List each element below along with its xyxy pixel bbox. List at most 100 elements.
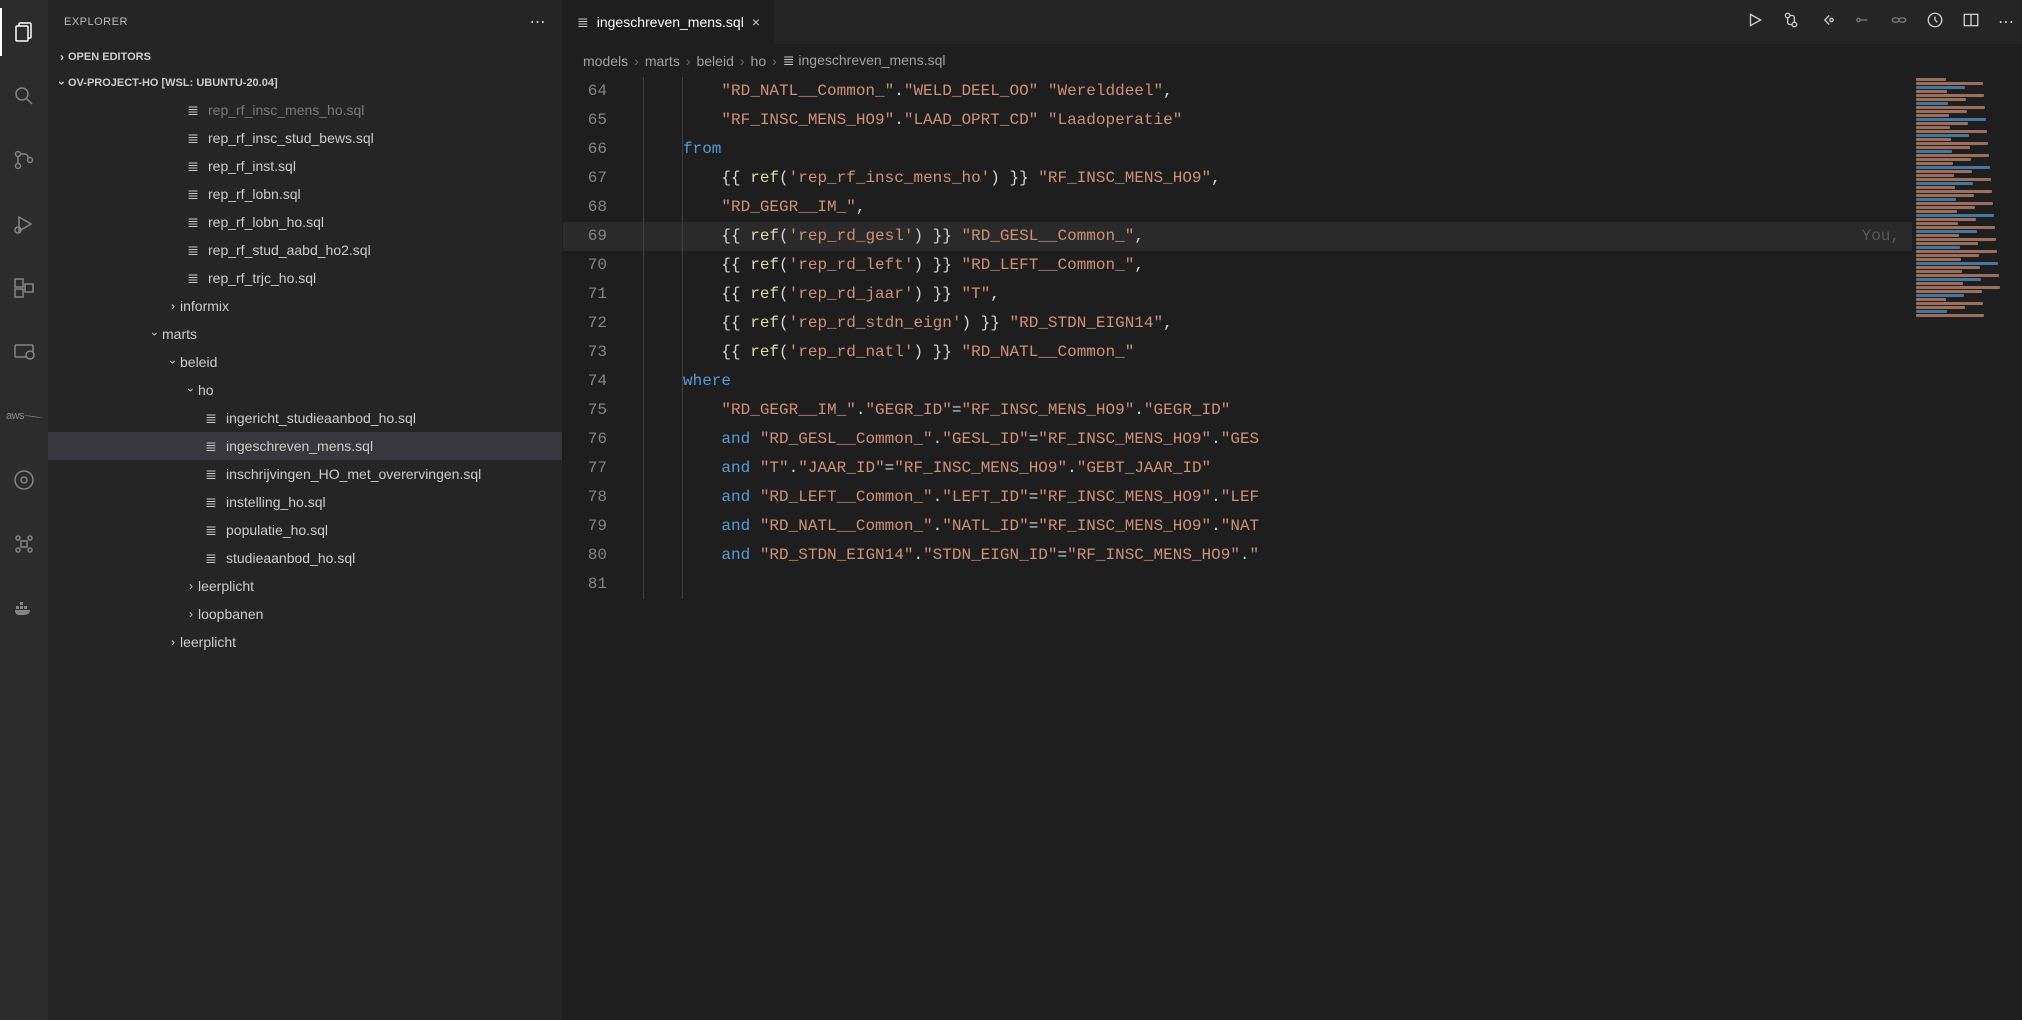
- prev-change-icon[interactable]: [1818, 11, 1836, 34]
- line-number: 77: [563, 454, 633, 483]
- folder-item[interactable]: ›beleid: [48, 348, 562, 376]
- file-item[interactable]: ≣ingericht_studieaanbod_ho.sql: [48, 404, 562, 432]
- more-icon[interactable]: ⋯: [1998, 12, 2014, 32]
- split-icon[interactable]: [1962, 11, 1980, 34]
- explorer-icon[interactable]: [0, 8, 48, 56]
- file-icon: ≣: [184, 270, 202, 287]
- code-line[interactable]: 78 and "RD_LEFT__Common_"."LEFT_ID"="RF_…: [563, 483, 1912, 512]
- sidebar: EXPLORER ⋯ › OPEN EDITORS › OV-PROJECT-H…: [48, 0, 563, 1020]
- line-content: and "RD_GESL__Common_"."GESL_ID"="RF_INS…: [633, 425, 1912, 454]
- search-icon[interactable]: [0, 72, 48, 120]
- file-item[interactable]: ≣rep_rf_lobn.sql: [48, 180, 562, 208]
- code-line[interactable]: 69 {{ ref('rep_rd_gesl') }} "RD_GESL__Co…: [563, 222, 1912, 251]
- code-line[interactable]: 64 "RD_NATL__Common_"."WELD_DEEL_OO" "We…: [563, 77, 1912, 106]
- next-change-icon[interactable]: [1854, 11, 1872, 34]
- minimap-line: [1916, 230, 1977, 233]
- editor-actions: ⋯: [1746, 11, 2014, 34]
- file-item[interactable]: ≣rep_rf_lobn_ho.sql: [48, 208, 562, 236]
- minimap[interactable]: [1912, 77, 2022, 1020]
- minimap-line: [1916, 258, 1961, 261]
- code-editor[interactable]: 64 "RD_NATL__Common_"."WELD_DEEL_OO" "We…: [563, 77, 1912, 1020]
- code-line[interactable]: 73 {{ ref('rep_rd_natl') }} "RD_NATL__Co…: [563, 338, 1912, 367]
- breadcrumb-item[interactable]: beleid: [696, 53, 733, 69]
- minimap-line: [1916, 286, 2000, 289]
- folder-item[interactable]: ›marts: [48, 320, 562, 348]
- file-item[interactable]: ≣studieaanbod_ho.sql: [48, 544, 562, 572]
- tree-item-label: marts: [162, 326, 197, 342]
- code-line[interactable]: 76 and "RD_GESL__Common_"."GESL_ID"="RF_…: [563, 425, 1912, 454]
- code-line[interactable]: 74where: [563, 367, 1912, 396]
- code-line[interactable]: 80 and "RD_STDN_EIGN14"."STDN_EIGN_ID"="…: [563, 541, 1912, 570]
- chevron-right-icon: ›: [166, 635, 180, 649]
- compare-icon[interactable]: [1782, 11, 1800, 34]
- link-icon[interactable]: [1890, 11, 1908, 34]
- tree-item-label: rep_rf_trjc_ho.sql: [208, 270, 316, 286]
- docker-icon[interactable]: [0, 584, 48, 632]
- minimap-line: [1916, 242, 1978, 245]
- file-item[interactable]: ≣rep_rf_insc_mens_ho.sql: [48, 96, 562, 124]
- line-number: 67: [563, 164, 633, 193]
- code-line[interactable]: 65 "RF_INSC_MENS_HO9"."LAAD_OPRT_CD" "La…: [563, 106, 1912, 135]
- open-editors-section[interactable]: › OPEN EDITORS: [48, 44, 562, 70]
- code-line[interactable]: 79 and "RD_NATL__Common_"."NATL_ID"="RF_…: [563, 512, 1912, 541]
- line-content: from: [633, 135, 1912, 164]
- code-line[interactable]: 71 {{ ref('rep_rd_jaar') }} "T",: [563, 280, 1912, 309]
- sidebar-more-icon[interactable]: ⋯: [530, 12, 547, 32]
- minimap-line: [1916, 90, 1947, 93]
- file-item[interactable]: ≣rep_rf_stud_aabd_ho2.sql: [48, 236, 562, 264]
- minimap-line: [1916, 138, 1951, 141]
- folder-item[interactable]: ›leerplicht: [48, 572, 562, 600]
- code-line[interactable]: 70 {{ ref('rep_rd_left') }} "RD_LEFT__Co…: [563, 251, 1912, 280]
- minimap-line: [1916, 162, 1953, 165]
- tree-item-label: rep_rf_lobn.sql: [208, 186, 301, 202]
- file-item[interactable]: ≣populatie_ho.sql: [48, 516, 562, 544]
- line-content: "RD_NATL__Common_"."WELD_DEEL_OO" "Werel…: [633, 77, 1912, 106]
- tab-group: ≣ ingeschreven_mens.sql ×: [563, 0, 775, 44]
- breadcrumb-item[interactable]: ≣ ingeschreven_mens.sql: [783, 52, 946, 69]
- file-item[interactable]: ≣ingeschreven_mens.sql: [48, 432, 562, 460]
- code-line[interactable]: 81: [563, 570, 1912, 599]
- breadcrumb-sep: ›: [686, 53, 691, 69]
- minimap-line: [1916, 158, 1971, 161]
- minimap-line: [1916, 102, 1948, 105]
- tab-active[interactable]: ≣ ingeschreven_mens.sql ×: [563, 0, 775, 44]
- drone-icon[interactable]: [0, 520, 48, 568]
- remote-explorer-icon[interactable]: [0, 328, 48, 376]
- line-number: 70: [563, 251, 633, 280]
- file-item[interactable]: ≣instelling_ho.sql: [48, 488, 562, 516]
- breadcrumb-item[interactable]: ho: [751, 53, 767, 69]
- code-line[interactable]: 68 "RD_GEGR__IM_",: [563, 193, 1912, 222]
- code-line[interactable]: 75 "RD_GEGR__IM_"."GEGR_ID"="RF_INSC_MEN…: [563, 396, 1912, 425]
- line-number: 74: [563, 367, 633, 396]
- line-content: {{ ref('rep_rd_stdn_eign') }} "RD_STDN_E…: [633, 309, 1912, 338]
- run-debug-icon[interactable]: [0, 200, 48, 248]
- breadcrumb-item[interactable]: marts: [645, 53, 680, 69]
- folder-item[interactable]: ›ho: [48, 376, 562, 404]
- extensions-icon[interactable]: [0, 264, 48, 312]
- code-line[interactable]: 77 and "T"."JAAR_ID"="RF_INSC_MENS_HO9".…: [563, 454, 1912, 483]
- breadcrumb-sep: ›: [740, 53, 745, 69]
- code-line[interactable]: 67 {{ ref('rep_rf_insc_mens_ho') }} "RF_…: [563, 164, 1912, 193]
- gitlens-icon[interactable]: [0, 456, 48, 504]
- file-item[interactable]: ≣rep_rf_insc_stud_bews.sql: [48, 124, 562, 152]
- folder-item[interactable]: ›leerplicht: [48, 628, 562, 656]
- source-control-icon[interactable]: [0, 136, 48, 184]
- project-section[interactable]: › OV-PROJECT-HO [WSL: UBUNTU-20.04]: [48, 70, 562, 96]
- minimap-line: [1916, 166, 1990, 169]
- code-line[interactable]: 72 {{ ref('rep_rd_stdn_eign') }} "RD_STD…: [563, 309, 1912, 338]
- minimap-line: [1916, 182, 1973, 185]
- code-line[interactable]: 66from: [563, 135, 1912, 164]
- aws-icon[interactable]: aws: [0, 392, 48, 440]
- file-item[interactable]: ≣inschrijvingen_HO_met_overervingen.sql: [48, 460, 562, 488]
- file-item[interactable]: ≣ rep_rf_trjc_ho.sql: [48, 264, 562, 292]
- file-item[interactable]: ≣rep_rf_inst.sql: [48, 152, 562, 180]
- run-icon[interactable]: [1746, 11, 1764, 34]
- folder-item[interactable]: ›loopbanen: [48, 600, 562, 628]
- history-icon[interactable]: [1926, 11, 1944, 34]
- breadcrumbs[interactable]: models›marts›beleid›ho›≣ ingeschreven_me…: [563, 44, 2022, 77]
- minimap-line: [1916, 238, 1996, 241]
- folder-item[interactable]: ›informix: [48, 292, 562, 320]
- minimap-line: [1916, 218, 1976, 221]
- breadcrumb-item[interactable]: models: [583, 53, 628, 69]
- close-icon[interactable]: ×: [752, 14, 760, 30]
